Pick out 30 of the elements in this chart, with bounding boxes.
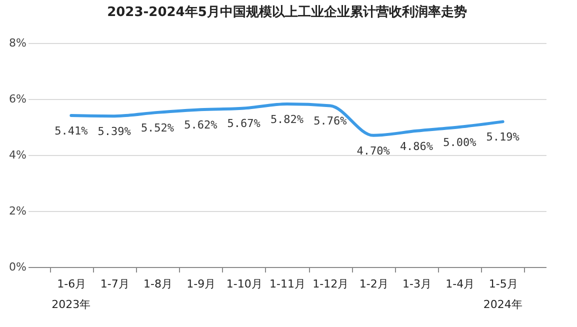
x-tick-label: 1-11月 <box>270 278 306 290</box>
data-label: 4.70% <box>356 144 390 158</box>
y-tick-label: 0% <box>9 260 26 274</box>
data-label: 5.67% <box>227 117 261 130</box>
data-label: 5.39% <box>98 125 132 138</box>
x-tick-label: 1-12月 <box>312 278 349 290</box>
data-label: 5.00% <box>443 136 477 149</box>
y-tick-label: 4% <box>9 148 26 162</box>
y-tick-label: 6% <box>9 92 26 106</box>
data-label: 5.41% <box>54 124 88 138</box>
x-tick-label: 1-7月 <box>100 278 130 290</box>
x-tick-label: 1-3月 <box>402 278 432 290</box>
data-label: 5.62% <box>184 118 218 132</box>
x-tick-label: 1-10月 <box>226 278 262 290</box>
x-tick-label: 1-9月 <box>186 278 216 290</box>
x-tick-label: 1-4月 <box>446 278 475 290</box>
data-label: 5.82% <box>270 113 304 126</box>
text: 2023年 <box>52 298 91 311</box>
data-label: 5.52% <box>140 121 174 134</box>
x-tick-label: 1-2月 <box>359 278 388 290</box>
x-tick-label: 1-5月 <box>488 278 518 290</box>
data-label: 5.19% <box>486 130 520 144</box>
text: 2024年 <box>483 298 522 311</box>
y-tick-label: 8% <box>9 36 26 50</box>
data-label: 4.86% <box>400 140 434 153</box>
y-tick-label: 2% <box>9 204 26 218</box>
x-tick-label: 1-8月 <box>144 278 172 290</box>
chart-title: 2023-2024年5月中国规模以上工业企业累计营收利润率走势 <box>107 4 467 20</box>
x-tick-label: 1-6月 <box>57 278 86 290</box>
data-label: 5.76% <box>314 114 348 128</box>
